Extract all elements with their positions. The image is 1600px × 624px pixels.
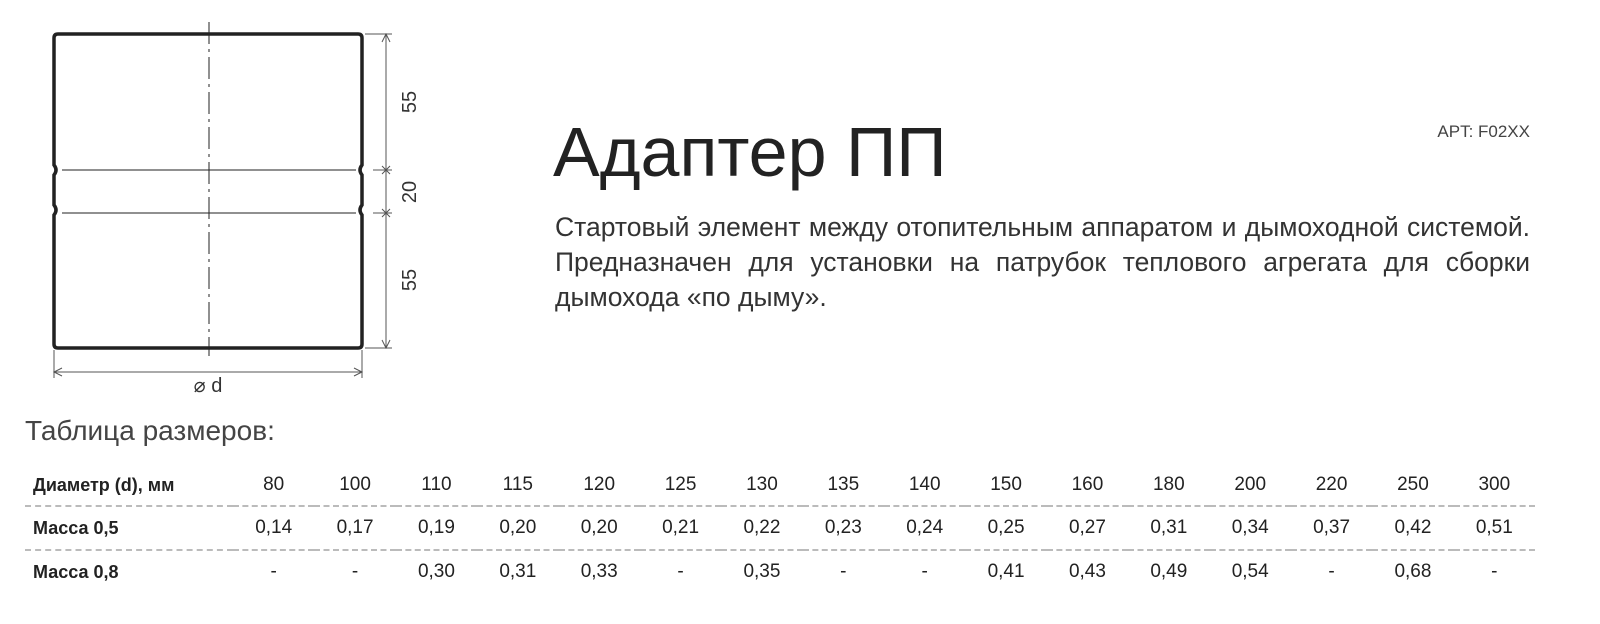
size-table: Диаметр (d), мм 80 100 110 115 120 125 130 135 14… bbox=[25, 465, 1535, 593]
table-cell: 135 bbox=[802, 465, 884, 507]
table-row: Диаметр (d), мм 80 100 110 115 120 125 130 135 14… bbox=[25, 465, 1535, 507]
table-cell: - bbox=[351, 561, 359, 582]
table-cell: - bbox=[1491, 561, 1498, 582]
table-cell: 80 bbox=[233, 465, 315, 507]
table-cell: 100 bbox=[314, 465, 396, 507]
table-cell: 200 bbox=[1209, 465, 1291, 507]
table-cell: 0,19 bbox=[395, 506, 478, 551]
table-cell: 0,33 bbox=[580, 561, 618, 582]
table-cell: 0,43 bbox=[1068, 561, 1106, 582]
table-cell: - bbox=[677, 561, 684, 582]
table-cell: 160 bbox=[1046, 465, 1129, 507]
table-cell: 0,51 bbox=[1453, 506, 1535, 551]
size-table-title: Таблица размеров: bbox=[25, 415, 275, 446]
table-cell: 0,27 bbox=[1046, 506, 1129, 551]
table-cell: 0,54 bbox=[1231, 561, 1269, 582]
table-cell: 250 bbox=[1372, 465, 1454, 507]
table-cell: 0,24 bbox=[884, 506, 966, 551]
table-cell: 0,42 bbox=[1372, 506, 1454, 551]
table-cell: - bbox=[921, 561, 928, 582]
table-cell: 115 bbox=[477, 465, 559, 507]
table-cell: 140 bbox=[884, 465, 966, 507]
table-cell: 0,17 bbox=[314, 506, 396, 551]
table-cell: 0,68 bbox=[1394, 561, 1432, 582]
table-cell: 130 bbox=[721, 465, 803, 507]
table-cell: 0,31 bbox=[1128, 506, 1210, 551]
table-cell: - bbox=[270, 561, 277, 582]
table-cell: 0,35 bbox=[743, 561, 781, 582]
table-cell: 0,49 bbox=[1150, 561, 1188, 582]
product-description: Стартовый элемент между отопительным апп… bbox=[555, 212, 1530, 312]
table-cell: 0,34 bbox=[1209, 506, 1291, 551]
dimension-bottom-label: 55 bbox=[399, 269, 421, 291]
table-cell: 300 bbox=[1453, 465, 1535, 507]
table-cell: 0,31 bbox=[499, 561, 537, 582]
table-cell: 110 bbox=[395, 465, 478, 507]
table-cell: 0,14 bbox=[233, 506, 315, 551]
table-cell: 0,20 bbox=[558, 506, 640, 551]
row-label: Масса 0,8 bbox=[33, 561, 119, 582]
table-cell: 0,22 bbox=[721, 506, 803, 551]
row-label: Диаметр (d), мм bbox=[25, 465, 233, 507]
table-cell: - bbox=[840, 561, 847, 582]
dimension-middle-label: 20 bbox=[399, 181, 421, 203]
table-cell: 0,20 bbox=[477, 506, 559, 551]
row-label: Масса 0,5 bbox=[25, 506, 233, 551]
product-title: Адаптер ПП bbox=[553, 113, 947, 191]
table-cell: 0,41 bbox=[987, 561, 1025, 582]
table-cell: 0,23 bbox=[802, 506, 884, 551]
table-cell: 125 bbox=[639, 465, 722, 507]
table-cell: 0,30 bbox=[417, 561, 455, 582]
table-cell: 120 bbox=[558, 465, 640, 507]
table-cell: 0,37 bbox=[1290, 506, 1373, 551]
article-number: APT: F02XX bbox=[1437, 122, 1530, 141]
table-cell: - bbox=[1328, 561, 1335, 582]
table-cell: 180 bbox=[1128, 465, 1210, 507]
adapter-technical-drawing: 55 20 55 ⌀ d bbox=[52, 22, 421, 397]
dimension-diameter-label: ⌀ d bbox=[194, 375, 223, 397]
table-cell: 150 bbox=[965, 465, 1047, 507]
table-row: Масса 0,8 - - 0,30 0,31 0,33 - 0,35 - - 0,41 0,43 0,… bbox=[25, 550, 1535, 593]
dimension-top-label: 55 bbox=[399, 91, 421, 113]
table-cell: 0,25 bbox=[965, 506, 1047, 551]
table-cell: 220 bbox=[1290, 465, 1373, 507]
table-cell: 0,21 bbox=[639, 506, 722, 551]
table-row: Масса 0,5 0,14 0,17 0,19 0,20 0,20 0,21 0,22 0,2… bbox=[25, 506, 1535, 551]
adapter-outline bbox=[52, 32, 364, 350]
dimension-lines bbox=[52, 32, 392, 378]
